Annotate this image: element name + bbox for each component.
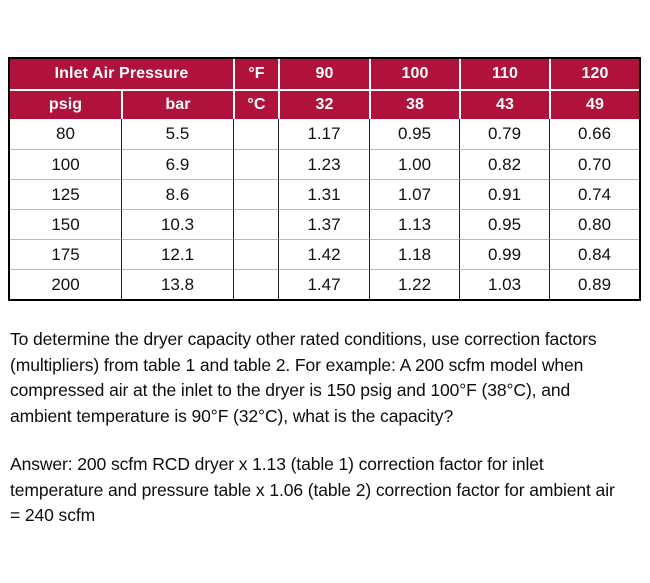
table-cell: 125 [10,179,121,209]
example-paragraph-line: compressed air at the inlet to the dryer… [10,380,571,400]
table-cell: 1.22 [369,269,459,299]
header-bar-label: bar [121,89,233,119]
table-cell: 0.95 [369,119,459,149]
header-temp-c-32: 32 [278,89,369,119]
table-cell: 5.5 [121,119,233,149]
table-cell: 1.23 [278,149,369,179]
answer-paragraph-line: = 240 scfm [10,505,96,525]
table-cell [233,149,278,179]
table-cell: 0.84 [549,239,639,269]
answer-paragraph: Answer: 200 scfm RCD dryer x 1.13 (table… [10,452,646,529]
table-cell: 80 [56,124,75,143]
answer-paragraph-line: Answer: 200 scfm RCD dryer x 1.13 (table… [10,454,544,474]
table-cell [233,209,278,239]
header-temp-c-49: 49 [549,89,639,119]
table-cell: 8.6 [121,179,233,209]
example-paragraph-line: (multipliers) from table 1 and table 2. … [10,354,584,375]
table-cell [233,119,278,149]
table-cell: 150 [10,209,121,239]
header-temp-f-120: 120 [549,59,639,89]
table-cell: 1.31 [278,179,369,209]
table-cell: 1.47 [278,269,369,299]
header-psig-label: psig [10,89,121,119]
header-celsius-label: °C [233,89,278,119]
example-paragraph-line: To determine the dryer capacity other ra… [10,329,597,349]
table-cell: 1.00 [369,149,459,179]
table-cell: 0.89 [549,269,639,299]
table-cell: 200 [10,269,121,299]
table-cell: 13.8 [121,269,233,299]
example-paragraph: To determine the dryer capacity other ra… [10,327,646,429]
table-cell: 12.1 [121,239,233,269]
header-inlet-air-pressure: Inlet Air Pressure [10,59,233,89]
table-cell: 0.80 [549,209,639,239]
table-cell: 1.42 [278,239,369,269]
header-fahrenheit-label: °F [233,59,278,89]
table-cell: 1.07 [369,179,459,209]
table-cell [233,239,278,269]
header-temp-f-90: 90 [278,59,369,89]
table-cell: 0.91 [459,179,549,209]
table-cell: 175 [10,239,121,269]
table-cell [233,269,278,299]
answer-paragraph-line: temperature and pressure table x 1.06 (t… [10,479,615,500]
correction-factor-table: Inlet Air Pressure °F 90 100 110 120 psi… [8,57,641,301]
table-cell: 0.66 [549,119,639,149]
table-cell [233,179,278,209]
table-cell: 0.99 [459,239,549,269]
table-cell: 1.03 [459,269,549,299]
table-cell: 100 [10,149,121,179]
table-cell: 1.37 [278,209,369,239]
header-temp-c-43: 43 [459,89,549,119]
header-temp-c-38: 38 [369,89,459,119]
table-cell: 0.79 [459,119,549,149]
header-temp-f-110: 110 [459,59,549,89]
table-cell: 10.3 [121,209,233,239]
example-paragraph-line: ambient temperature is 90°F (32°C), what… [10,405,454,426]
table-cell: 1.17 [278,119,369,149]
header-temp-f-100: 100 [369,59,459,89]
table-cell: 0.70 [549,149,639,179]
table-cell: 1.18 [369,239,459,269]
table-cell: 1.13 [369,209,459,239]
table-cell: 6.9 [121,149,233,179]
table-cell: 0.74 [549,179,639,209]
table-cell: 0.82 [459,149,549,179]
table-cell: 0.95 [459,209,549,239]
